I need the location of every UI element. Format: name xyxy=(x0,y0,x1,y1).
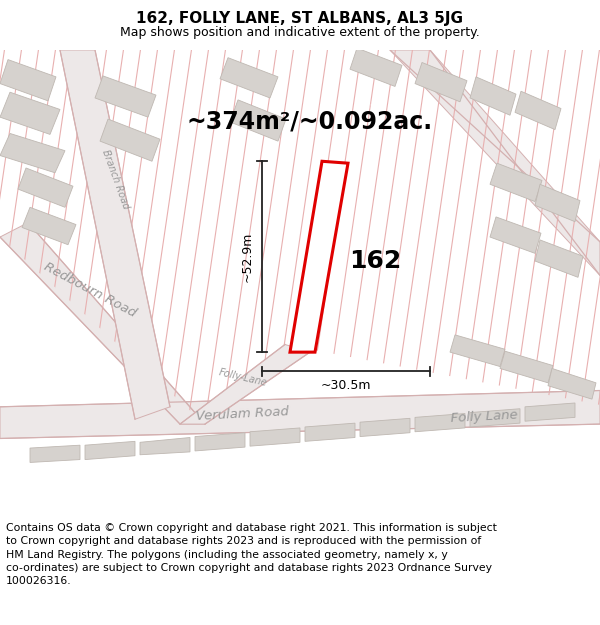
Polygon shape xyxy=(450,335,505,366)
Polygon shape xyxy=(140,438,190,455)
Text: 162, FOLLY LANE, ST ALBANS, AL3 5JG: 162, FOLLY LANE, ST ALBANS, AL3 5JG xyxy=(137,11,464,26)
Text: ~374m²/~0.092ac.: ~374m²/~0.092ac. xyxy=(187,110,433,134)
Text: Folly Lane: Folly Lane xyxy=(450,408,518,424)
Polygon shape xyxy=(100,119,160,161)
Polygon shape xyxy=(60,50,170,419)
Text: ~52.9m: ~52.9m xyxy=(241,231,254,282)
Polygon shape xyxy=(305,423,355,441)
Text: ~30.5m: ~30.5m xyxy=(321,379,371,392)
Polygon shape xyxy=(490,217,541,253)
Polygon shape xyxy=(95,76,156,117)
Polygon shape xyxy=(535,240,583,278)
Text: Contains OS data © Crown copyright and database right 2021. This information is : Contains OS data © Crown copyright and d… xyxy=(6,523,497,586)
Polygon shape xyxy=(0,391,600,439)
Polygon shape xyxy=(535,184,580,222)
Polygon shape xyxy=(360,418,410,436)
Polygon shape xyxy=(30,445,80,462)
Polygon shape xyxy=(230,100,286,141)
Polygon shape xyxy=(85,441,135,459)
Text: Branch Road: Branch Road xyxy=(100,148,131,211)
Polygon shape xyxy=(470,77,516,115)
Text: 162: 162 xyxy=(349,249,401,273)
Polygon shape xyxy=(18,168,73,208)
Text: Map shows position and indicative extent of the property.: Map shows position and indicative extent… xyxy=(120,26,480,39)
Polygon shape xyxy=(470,409,520,427)
Text: Verulam Road: Verulam Road xyxy=(195,406,289,423)
Polygon shape xyxy=(290,161,348,352)
Polygon shape xyxy=(390,50,600,276)
Polygon shape xyxy=(195,432,245,451)
Text: Folly-Lane: Folly-Lane xyxy=(218,368,268,389)
Polygon shape xyxy=(415,414,465,432)
Polygon shape xyxy=(548,369,596,399)
Polygon shape xyxy=(22,208,76,245)
Polygon shape xyxy=(415,62,467,102)
Polygon shape xyxy=(220,58,278,98)
Polygon shape xyxy=(490,163,542,201)
Polygon shape xyxy=(0,222,205,424)
Text: Redbourn Road: Redbourn Road xyxy=(42,260,139,319)
Polygon shape xyxy=(0,59,56,101)
Polygon shape xyxy=(525,403,575,421)
Polygon shape xyxy=(180,344,310,424)
Polygon shape xyxy=(250,428,300,446)
Polygon shape xyxy=(350,48,402,86)
Polygon shape xyxy=(0,92,60,134)
Polygon shape xyxy=(500,351,553,383)
Polygon shape xyxy=(515,91,561,129)
Polygon shape xyxy=(0,134,65,172)
